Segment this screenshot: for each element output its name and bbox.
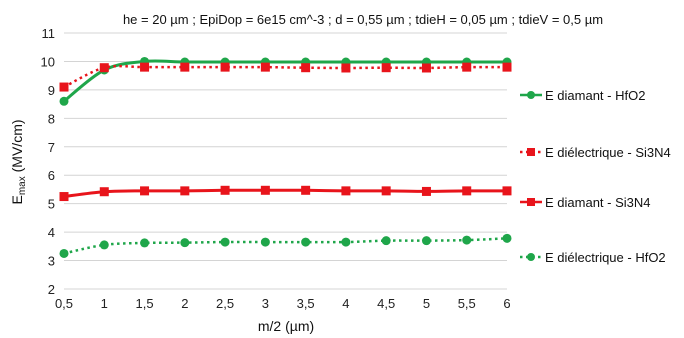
series-2-line [63,64,508,89]
series-2-point-10 [421,63,431,73]
series-3-point-2 [99,187,109,197]
x-tick-label-4: 2 [181,296,188,311]
legend-label-4: E diélectrique - HfO2 [545,250,666,265]
series-4-point-2 [99,240,109,250]
x-tick-label-10: 5 [423,296,430,311]
y-tick-label-6: 6 [48,168,55,183]
series-2-point-1 [59,82,69,92]
series-4-line [63,237,508,255]
legend-entry-4: E diélectrique - HfO2 [520,250,666,265]
x-tick-label-12: 6 [503,296,510,311]
legend-entry-1: E diamant - HfO2 [520,88,645,103]
series-4-point-4 [180,238,190,248]
series-2-point-6 [260,62,270,72]
y-axis-label-main: E [9,195,25,204]
x-tick-label-8: 4 [342,296,349,311]
x-axis-label: m/2 (µm) [258,318,314,334]
series-3-point-8 [341,186,351,196]
series-2-point-8 [341,63,351,73]
gridlines [64,32,507,290]
series-2-point-9 [381,63,391,73]
series-4-point-1 [59,248,69,258]
x-tick-label-6: 3 [262,296,269,311]
series-4-point-6 [260,237,270,247]
series-3-point-10 [421,186,431,196]
series-3-point-7 [301,185,311,195]
series-2-point-7 [301,63,311,73]
y-axis-label-subscript: max [17,176,28,195]
series-3-point-6 [260,185,270,195]
x-tick-label-3: 1,5 [136,296,154,311]
series-2 [59,62,512,92]
series-3 [59,185,512,202]
series-1-point-1 [59,96,69,106]
legend-label-1: E diamant - HfO2 [545,88,645,103]
y-tick-label-8: 8 [48,111,55,126]
legend-swatch-marker-2 [527,148,535,156]
series-4-point-12 [502,233,512,243]
y-axis-ticks: 2 3 4 5 6 7 8 9 10 11 [41,26,55,297]
x-tick-label-11: 5,5 [458,296,476,311]
legend-label-3: E diamant - Si3N4 [545,195,651,210]
series-3-point-9 [381,186,391,196]
series-3-point-1 [59,192,69,202]
series-4-point-8 [341,237,351,247]
legend: E diamant - HfO2 E diélectrique - Si3N4 E … [520,88,671,265]
x-axis-ticks: 0,5 1 1,5 2 2,5 3 3,5 4 4,5 5 5,5 6 [55,296,511,311]
series-2-point-2 [99,63,109,73]
x-tick-label-5: 2,5 [216,296,234,311]
y-tick-label-3: 3 [48,254,55,269]
series-3-line [63,188,508,199]
series-2-point-4 [180,62,190,72]
series-2-point-3 [140,62,150,72]
x-tick-label-2: 1 [101,296,108,311]
x-tick-label-1: 0,5 [55,296,73,311]
y-axis-label-unit: (MV/cm) [9,119,25,176]
legend-entry-2: E diélectrique - Si3N4 [520,145,671,160]
series-3-point-5 [220,185,230,195]
series-4-point-9 [381,236,391,246]
legend-swatch-marker-4 [527,253,535,261]
series-4-point-11 [462,235,472,245]
series-1 [59,56,512,106]
series-4-point-5 [220,237,230,247]
series-3-point-3 [140,186,150,196]
series-3-point-4 [180,186,190,196]
series-1-line [63,59,507,103]
y-tick-label-10: 10 [41,54,55,69]
series-4-point-7 [301,237,311,247]
legend-entry-3: E diamant - Si3N4 [520,195,651,210]
legend-swatch-marker-1 [527,91,535,99]
series-2-point-11 [462,62,472,72]
y-tick-label-2: 2 [48,282,55,297]
legend-swatch-marker-3 [527,198,535,206]
series-2-point-5 [220,62,230,72]
chart-title: he = 20 µm ; EpiDop = 6e15 cm^-3 ; d = 0… [123,12,603,27]
series-4-point-3 [140,238,150,248]
y-tick-label-7: 7 [48,140,55,155]
series-3-point-12 [502,186,512,196]
series-4 [59,233,512,258]
x-tick-label-9: 4,5 [377,296,395,311]
y-tick-label-9: 9 [48,83,55,98]
series-2-point-12 [502,62,512,72]
series-3-point-11 [462,186,472,196]
y-tick-label-5: 5 [48,197,55,212]
series-group [59,56,512,258]
series-4-point-10 [421,236,431,246]
x-tick-label-7: 3,5 [297,296,315,311]
y-tick-label-11: 11 [42,26,56,41]
legend-label-2: E diélectrique - Si3N4 [545,145,671,160]
y-tick-label-4: 4 [48,225,55,240]
y-axis-label: Emax (MV/cm) [9,119,28,204]
